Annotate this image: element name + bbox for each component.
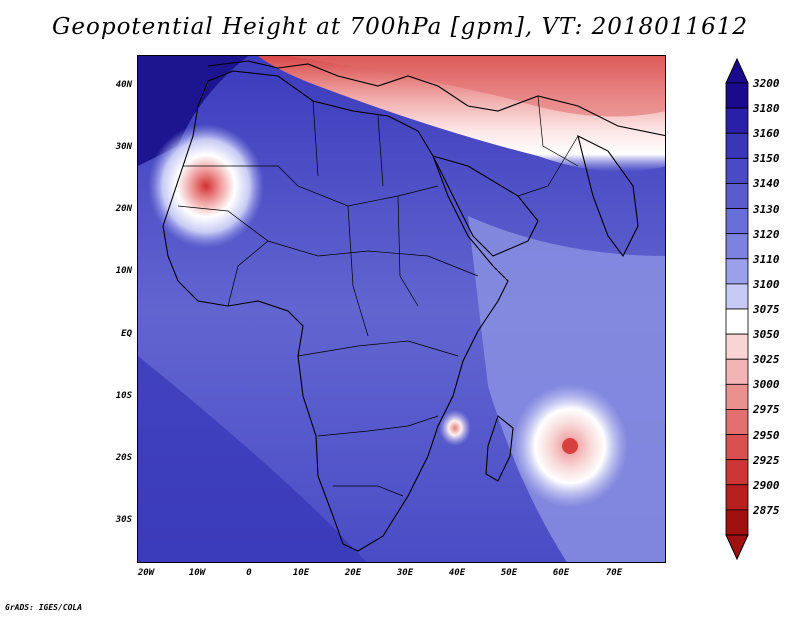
colorbar-arrow-bottom [725,534,749,561]
lat-label-20s: 20S [115,453,132,463]
lat-label-30s: 30S [115,515,132,525]
colorbar-label: 3130 [753,202,780,216]
lon-label-30e: 30E [396,568,414,578]
colorbar-swatch [725,484,749,511]
colorbar-swatch [725,283,749,310]
geopotential-map [138,56,665,562]
lon-label-10w: 10W [188,568,206,578]
colorbar-label: 3050 [753,328,780,342]
colorbar-swatch [725,308,749,335]
colorbar-swatch [725,383,749,410]
colorbar-label: 3000 [753,378,780,392]
lon-label-0: 0 [246,568,252,578]
low-mozambique [439,410,471,446]
lat-label-30n: 30N [115,142,132,152]
colorbar-label: 3140 [753,177,780,191]
colorbar-swatch [725,333,749,360]
colorbar-swatch [725,183,749,209]
colorbar-label: 2925 [753,453,780,467]
lat-label-eq: EQ [121,329,132,339]
map-panel [137,55,666,563]
colorbar-label: 3180 [753,102,780,116]
colorbar-label: 3100 [753,277,780,291]
field-southwest [138,356,367,562]
colorbar-swatch [725,233,749,260]
colorbar-label: 3120 [753,227,780,241]
coastlines [162,60,665,552]
lat-label-20n: 20N [115,204,132,214]
country-borders [177,95,579,497]
colorbar-label: 3150 [753,152,780,166]
lon-label-20w: 20W [137,568,155,578]
colorbar-swatch [725,459,749,486]
map-title: Geopotential Height at 700hPa [gpm], VT:… [52,14,748,40]
colorbar-swatch [725,509,749,536]
colorbar-swatch [725,208,749,235]
colorbar-swatch [725,157,749,184]
lon-label-50e: 50E [500,568,518,578]
colorbar-label: 2875 [753,503,780,517]
lon-label-20e: 20E [344,568,362,578]
lon-label-10e: 10E [292,568,310,578]
colorbar-swatch [725,132,749,159]
grads-credit: GrADS: IGES/COLA [5,603,83,612]
field-northern-core [288,56,665,117]
low-northwest-africa [148,124,264,248]
field-northwest-high [138,56,248,166]
colorbar-arrow-top [725,57,749,84]
colorbar [725,57,749,561]
colorbar-label: 2975 [753,403,780,417]
lon-label-70e: 70E [605,568,623,578]
lat-label-40n: 40N [115,80,132,90]
colorbar-swatch [725,82,749,109]
colorbar-swatch [725,107,749,134]
lon-label-60e: 60E [552,568,570,578]
colorbar-label: 3200 [753,77,780,90]
colorbar-label: 3110 [753,252,780,266]
colorbar-swatch [725,434,749,461]
colorbar-swatch [725,409,749,435]
colorbar-label: 3160 [753,127,780,141]
lon-label-40e: 40E [448,568,466,578]
colorbar-label: 2950 [753,428,780,442]
colorbar-swatch [725,258,749,285]
lat-label-10n: 10N [115,266,132,276]
colorbar-label: 3075 [753,303,780,316]
colorbar-label: 2900 [753,478,780,492]
lat-label-10s: 10S [115,391,132,401]
colorbar-swatch [725,358,749,385]
colorbar-label: 3025 [753,353,780,367]
low-indian-ocean-center [562,438,578,454]
